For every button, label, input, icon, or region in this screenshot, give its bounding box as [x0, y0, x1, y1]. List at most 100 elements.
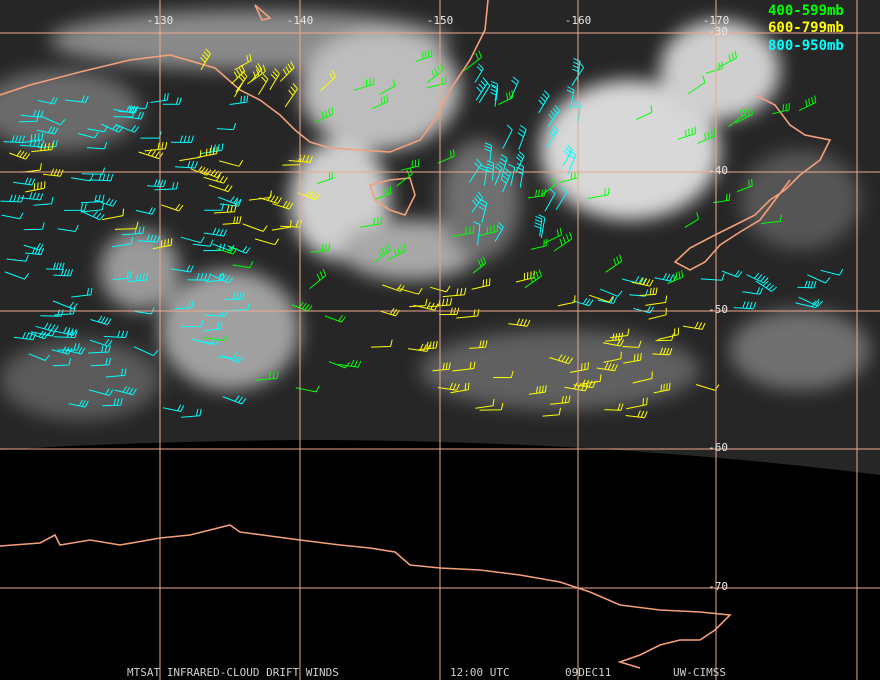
wind-barb [432, 362, 451, 372]
wind-barb [218, 196, 242, 205]
wind-barb [605, 254, 623, 273]
wind-barb [124, 111, 145, 120]
wind-barb [473, 221, 481, 246]
wind-barb [338, 359, 362, 368]
wind-barb [798, 95, 817, 112]
wind-barb [146, 179, 167, 188]
latitude-label: -70 [708, 580, 728, 593]
wind-barb [202, 321, 223, 332]
wind-barb [4, 271, 30, 280]
wind-barb [297, 190, 321, 201]
wind-barb [113, 105, 138, 114]
wind-barb [40, 115, 66, 126]
wind-barb [742, 287, 764, 295]
legend-entry: 800-950mb [768, 38, 844, 54]
wind-barb [68, 399, 89, 408]
wind-barb [112, 236, 133, 248]
wind-barb [81, 167, 106, 175]
wind-barb [203, 174, 228, 184]
wind-barb [114, 385, 137, 396]
wind-barb [372, 94, 389, 109]
wind-barb [471, 191, 484, 213]
longitude-label: -170 [703, 14, 730, 27]
wind-barb [622, 340, 642, 348]
wind-barb [490, 85, 499, 107]
wind-barb [382, 284, 405, 292]
wind-barbs [0, 48, 844, 419]
wind-barb [0, 194, 24, 203]
legend-entry: 600-799mb [768, 20, 844, 36]
wind-barb [426, 63, 444, 84]
wind-barb [621, 276, 647, 285]
wind-barb [216, 246, 238, 255]
wind-barb [9, 150, 31, 160]
wind-barb [396, 167, 413, 187]
wind-barb [682, 321, 706, 330]
wind-barb [564, 382, 589, 392]
wind-barb [755, 280, 778, 292]
wind-barb [597, 296, 618, 304]
wind-barb [242, 223, 268, 232]
wind-barb [626, 397, 648, 410]
wind-barb [187, 273, 211, 281]
wind-barb [55, 326, 77, 336]
wind-barb [452, 225, 475, 238]
wind-barb [603, 351, 622, 363]
wind-barb [324, 315, 347, 323]
wind-barb [150, 93, 169, 103]
wind-barb [502, 124, 513, 149]
wind-barb [375, 186, 392, 200]
wind-barb [733, 301, 757, 310]
wind-barb [772, 102, 790, 115]
wind-barb [255, 371, 279, 381]
wind-barb [138, 148, 164, 160]
wind-barb [174, 300, 194, 310]
wind-barb [21, 132, 44, 144]
footer-source: UW-CIMSS [673, 666, 726, 679]
wind-barb [528, 385, 547, 395]
wind-barb [105, 368, 127, 378]
wind-barb [472, 256, 487, 274]
wind-barb [494, 163, 503, 186]
wind-barb [677, 126, 696, 140]
wind-barb [437, 149, 455, 164]
wind-barb [13, 177, 36, 186]
wind-barb [684, 212, 700, 228]
wind-barb [88, 345, 111, 354]
wind-barb [181, 319, 204, 328]
wind-barb [478, 224, 499, 237]
wind-barb [25, 181, 46, 193]
latitude-label: -40 [708, 164, 728, 177]
wind-barb [498, 90, 514, 105]
wind-barb [380, 308, 400, 317]
wind-barb [735, 107, 753, 124]
wind-barb [309, 268, 327, 289]
wind-barb [1, 212, 24, 220]
wind-barb [609, 328, 630, 339]
wind-barb [667, 270, 684, 285]
wind-barb [52, 358, 72, 367]
wind-barb [231, 64, 246, 84]
wind-barb [86, 141, 108, 150]
wind-barb [162, 404, 185, 412]
latitude-label: -30 [708, 25, 728, 38]
wind-barb [379, 79, 396, 95]
wind-barb [28, 353, 50, 361]
wind-barb [328, 361, 350, 369]
wind-barb [284, 83, 298, 108]
wind-barb [174, 160, 198, 169]
longitude-label: -150 [427, 14, 454, 27]
wind-barb [797, 280, 817, 289]
wind-barb [19, 114, 39, 123]
wind-barb [397, 287, 423, 295]
wind-barb [700, 273, 725, 281]
wind-barb [90, 315, 112, 326]
clouds [0, 10, 870, 420]
wind-barb [566, 86, 575, 109]
wind-barb [280, 61, 295, 82]
wind-barb [71, 287, 93, 298]
wind-barb [170, 264, 194, 273]
wind-barb [89, 339, 113, 347]
wind-barb [645, 295, 668, 306]
wind-barb [205, 273, 225, 283]
